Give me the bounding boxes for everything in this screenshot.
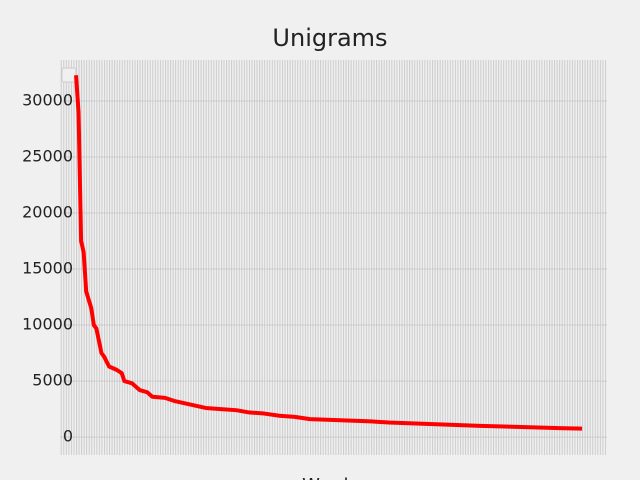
- y-tick-label: 25000: [22, 147, 73, 166]
- y-tick-label: 10000: [22, 315, 73, 334]
- chart-title: Unigrams: [272, 24, 387, 52]
- data-line: [74, 75, 583, 431]
- y-tick-label: 5000: [32, 371, 73, 390]
- y-tick-label: 20000: [22, 203, 73, 222]
- legend-box: [61, 67, 77, 83]
- y-tick-label: 0: [63, 427, 73, 446]
- x-axis-label: Words: [302, 475, 358, 480]
- y-tick-label: 30000: [22, 91, 73, 110]
- category-grid: [60, 60, 607, 455]
- y-tick-label: 15000: [22, 259, 73, 278]
